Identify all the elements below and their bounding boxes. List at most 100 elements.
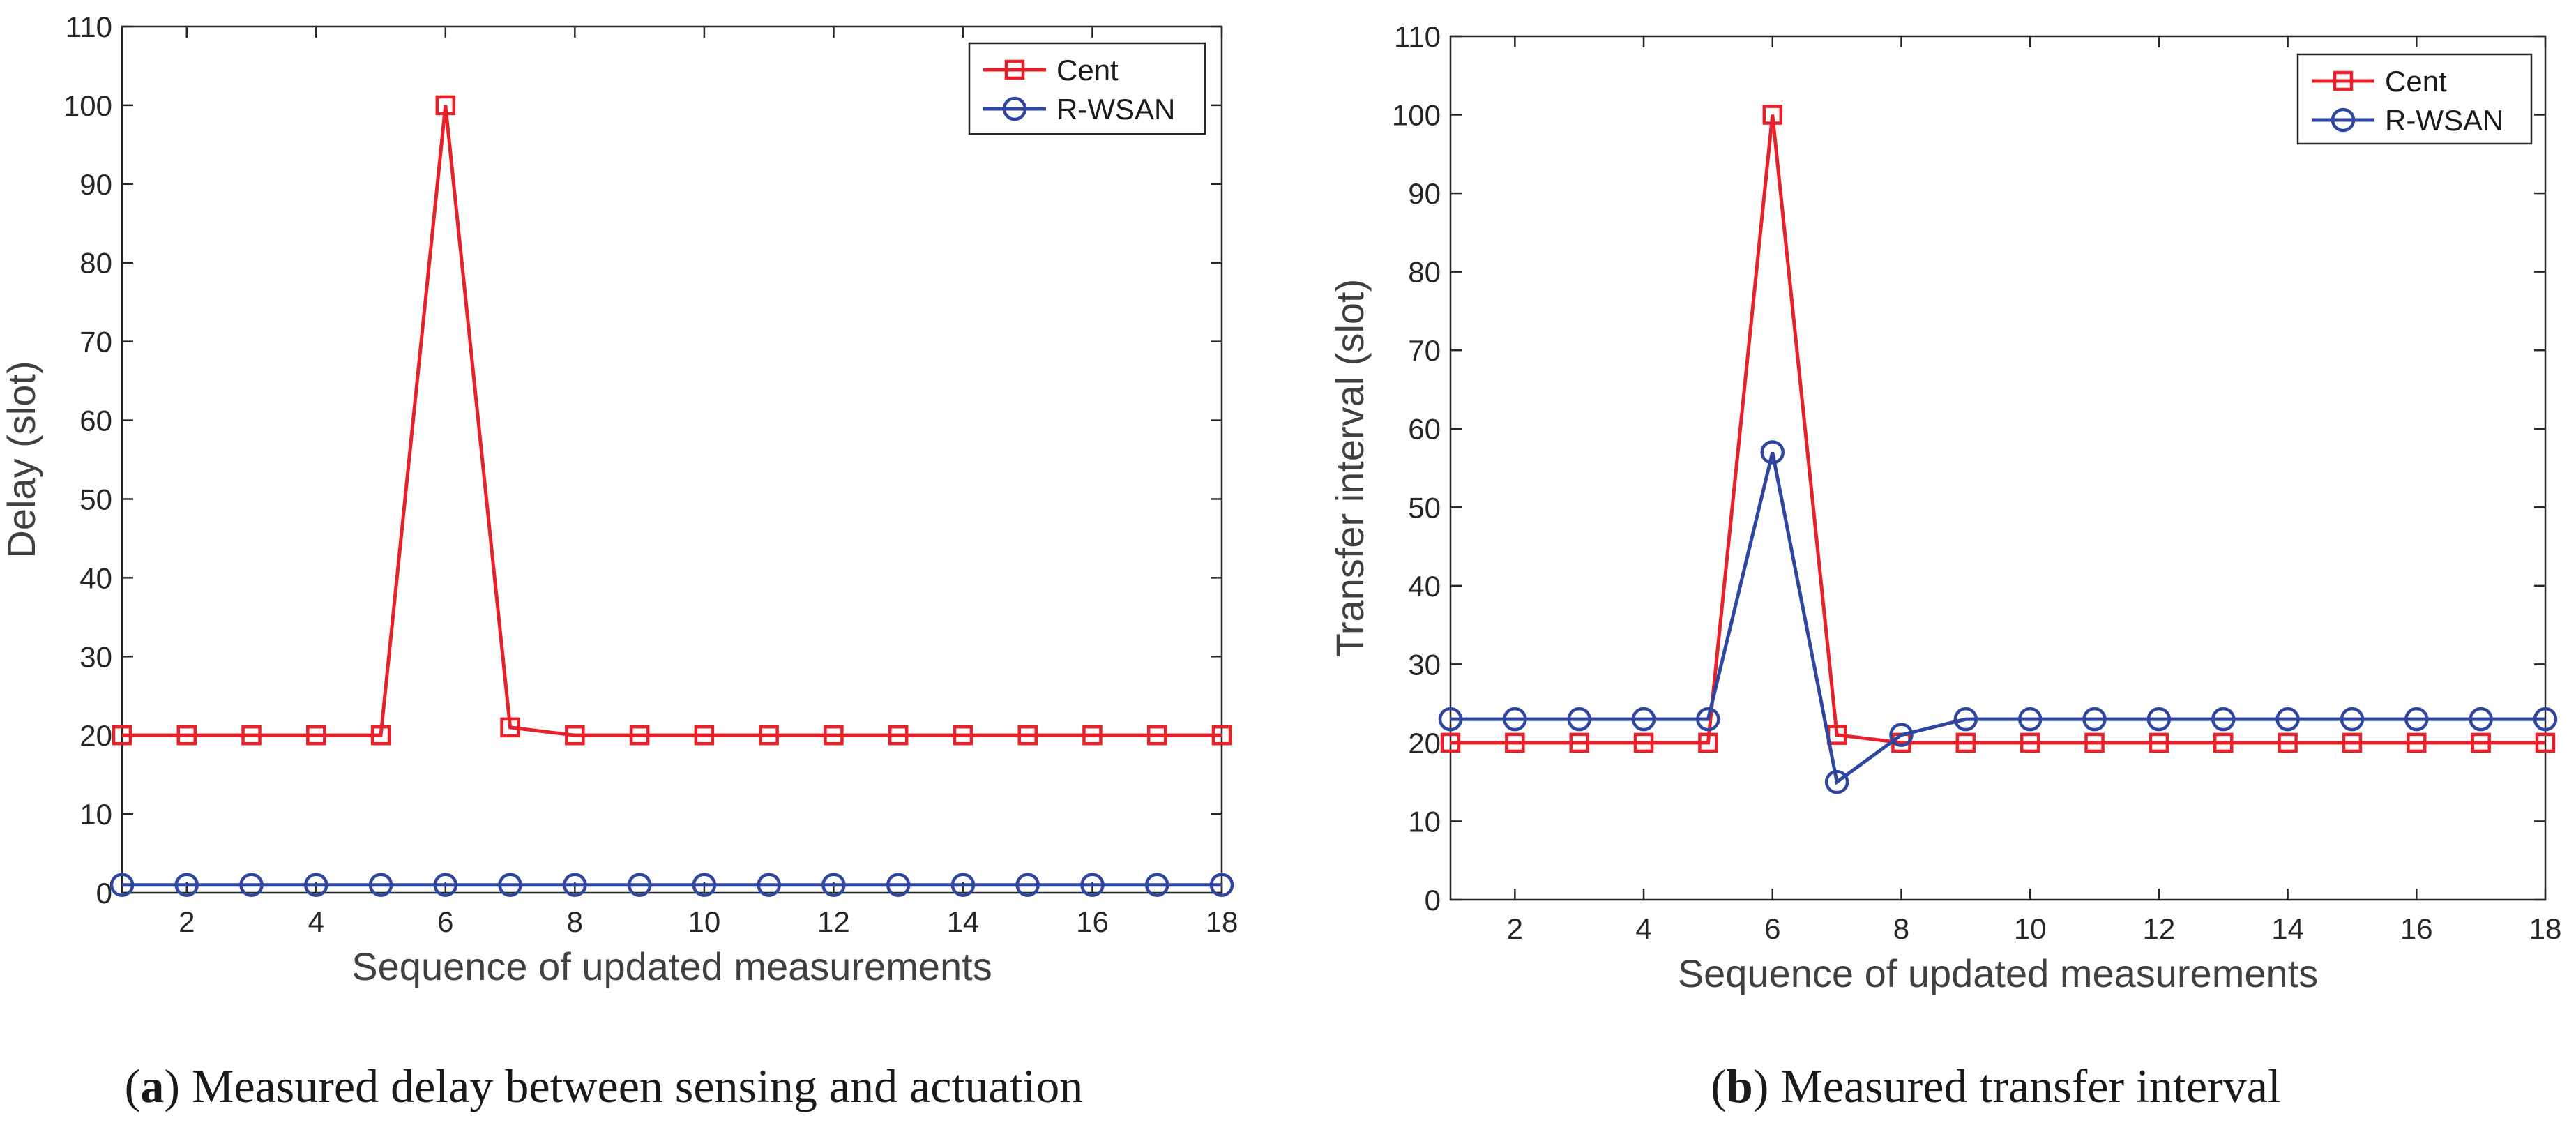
data-point-r-wsan bbox=[1144, 873, 1169, 897]
data-point-cent bbox=[1440, 732, 1461, 753]
data-point-r-wsan bbox=[109, 873, 135, 897]
y-axis-label: Transfer interval (slot) bbox=[1328, 279, 1372, 658]
data-point-r-wsan bbox=[1760, 440, 1785, 465]
data-point-cent bbox=[1633, 732, 1654, 753]
x-tick-label: 2 bbox=[1507, 912, 1523, 945]
chart-panel-b: 0 10 20 30 40 50 60 70 80 90 100 110 2 4 6 8 10 12 14 16 18 S… bbox=[1328, 20, 2561, 1112]
data-point-r-wsan bbox=[1696, 707, 1720, 732]
x-tick-label: 8 bbox=[1893, 912, 1909, 945]
data-point-cent bbox=[370, 725, 391, 746]
x-tick-label: 8 bbox=[567, 905, 583, 938]
y-tick-label: 10 bbox=[79, 798, 112, 831]
data-point-r-wsan bbox=[627, 873, 652, 897]
data-point-r-wsan bbox=[950, 873, 976, 897]
data-point-cent bbox=[2213, 732, 2234, 753]
data-point-r-wsan bbox=[1438, 707, 1463, 732]
caption-paren-close: ) bbox=[1753, 1059, 1781, 1112]
data-point-cent bbox=[565, 725, 585, 746]
caption-paren-open: ( bbox=[125, 1059, 141, 1112]
data-point-cent bbox=[1082, 725, 1103, 746]
data-point-r-wsan bbox=[239, 873, 264, 897]
data-point-r-wsan bbox=[757, 873, 781, 897]
series-line-cent bbox=[1450, 114, 2545, 745]
x-tick-label: 6 bbox=[1764, 912, 1780, 945]
data-point-cent bbox=[1569, 732, 1589, 753]
figure-caption: (a) Measured delay between sensing and a… bbox=[125, 1059, 1084, 1112]
data-point-r-wsan bbox=[2404, 707, 2429, 732]
data-point-r-wsan bbox=[563, 873, 587, 897]
data-point-cent bbox=[2020, 732, 2040, 753]
y-tick-label: 20 bbox=[1408, 727, 1441, 760]
data-point-r-wsan bbox=[2275, 707, 2300, 732]
data-point-cent bbox=[824, 725, 844, 746]
data-point-cent bbox=[241, 725, 262, 746]
data-point-r-wsan bbox=[1631, 707, 1656, 732]
y-tick-label: 0 bbox=[1425, 884, 1441, 916]
data-point-cent bbox=[1211, 725, 1232, 746]
x-tick-label: 4 bbox=[1635, 912, 1651, 945]
x-tick-label: 10 bbox=[688, 905, 721, 938]
x-tick-label: 12 bbox=[2143, 912, 2176, 945]
data-point-cent bbox=[112, 725, 132, 746]
x-axis-label: Sequence of updated measurements bbox=[351, 944, 992, 988]
y-tick-label: 80 bbox=[79, 247, 112, 280]
data-point-cent bbox=[1698, 732, 1718, 753]
data-point-r-wsan bbox=[2082, 707, 2107, 732]
data-point-cent bbox=[2342, 732, 2363, 753]
caption-letter: a bbox=[140, 1059, 164, 1112]
legend-marker-circle bbox=[1002, 96, 1027, 121]
legend-label-cent: Cent bbox=[1056, 54, 1119, 86]
data-point-r-wsan bbox=[1015, 873, 1040, 897]
data-point-r-wsan bbox=[1953, 707, 1978, 732]
legend-marker-square bbox=[2333, 70, 2354, 91]
axes-box bbox=[1449, 35, 2547, 901]
y-tick-label: 100 bbox=[1392, 99, 1441, 132]
y-tick-label: 40 bbox=[79, 561, 112, 594]
x-tick-label: 14 bbox=[947, 905, 980, 938]
data-point-r-wsan bbox=[2469, 707, 2493, 732]
series-line-cent bbox=[122, 105, 1222, 737]
legend-label-r-wsan: R-WSAN bbox=[1056, 93, 1175, 126]
data-point-r-wsan bbox=[821, 873, 846, 897]
x-tick-label: 16 bbox=[1076, 905, 1109, 938]
caption-letter: b bbox=[1727, 1059, 1753, 1112]
data-point-r-wsan bbox=[2340, 707, 2365, 732]
data-point-cent bbox=[1146, 725, 1167, 746]
data-point-cent bbox=[1762, 105, 1783, 125]
caption-text: Measured transfer interval bbox=[1780, 1059, 2280, 1112]
data-point-cent bbox=[888, 725, 909, 746]
data-point-r-wsan bbox=[1503, 707, 1527, 732]
data-point-cent bbox=[1017, 725, 1038, 746]
y-tick-label: 110 bbox=[66, 10, 112, 43]
data-point-r-wsan bbox=[304, 873, 328, 897]
y-tick-label: 40 bbox=[1408, 570, 1441, 603]
x-tick-label: 18 bbox=[1206, 905, 1238, 938]
data-point-r-wsan bbox=[1080, 873, 1105, 897]
caption-text: Measured delay between sensing and actua… bbox=[192, 1059, 1083, 1112]
data-point-r-wsan bbox=[1824, 769, 1849, 794]
data-point-cent bbox=[176, 725, 197, 746]
x-tick-label: 18 bbox=[2529, 912, 2562, 945]
y-tick-label: 50 bbox=[1408, 491, 1441, 524]
data-point-cent bbox=[694, 725, 715, 746]
data-point-cent bbox=[500, 717, 520, 738]
y-tick-label: 70 bbox=[1408, 334, 1441, 367]
data-point-cent bbox=[435, 95, 456, 116]
figure-caption: (b) Measured transfer interval bbox=[1711, 1059, 2281, 1112]
legend-label-r-wsan: R-WSAN bbox=[2385, 104, 2503, 137]
data-point-r-wsan bbox=[174, 873, 199, 897]
data-point-r-wsan bbox=[368, 873, 393, 897]
caption-paren-open: ( bbox=[1711, 1059, 1727, 1112]
x-axis-label: Sequence of updated measurements bbox=[1678, 951, 2318, 995]
data-point-cent bbox=[759, 725, 779, 746]
x-tick-label: 16 bbox=[2400, 912, 2433, 945]
data-point-r-wsan bbox=[692, 873, 717, 897]
legend-marker-square bbox=[1004, 59, 1025, 80]
data-point-cent bbox=[1955, 732, 1976, 753]
data-point-r-wsan bbox=[1889, 723, 1914, 747]
data-point-cent bbox=[953, 725, 973, 746]
y-tick-label: 100 bbox=[63, 89, 112, 122]
y-tick-label: 90 bbox=[1408, 177, 1441, 210]
